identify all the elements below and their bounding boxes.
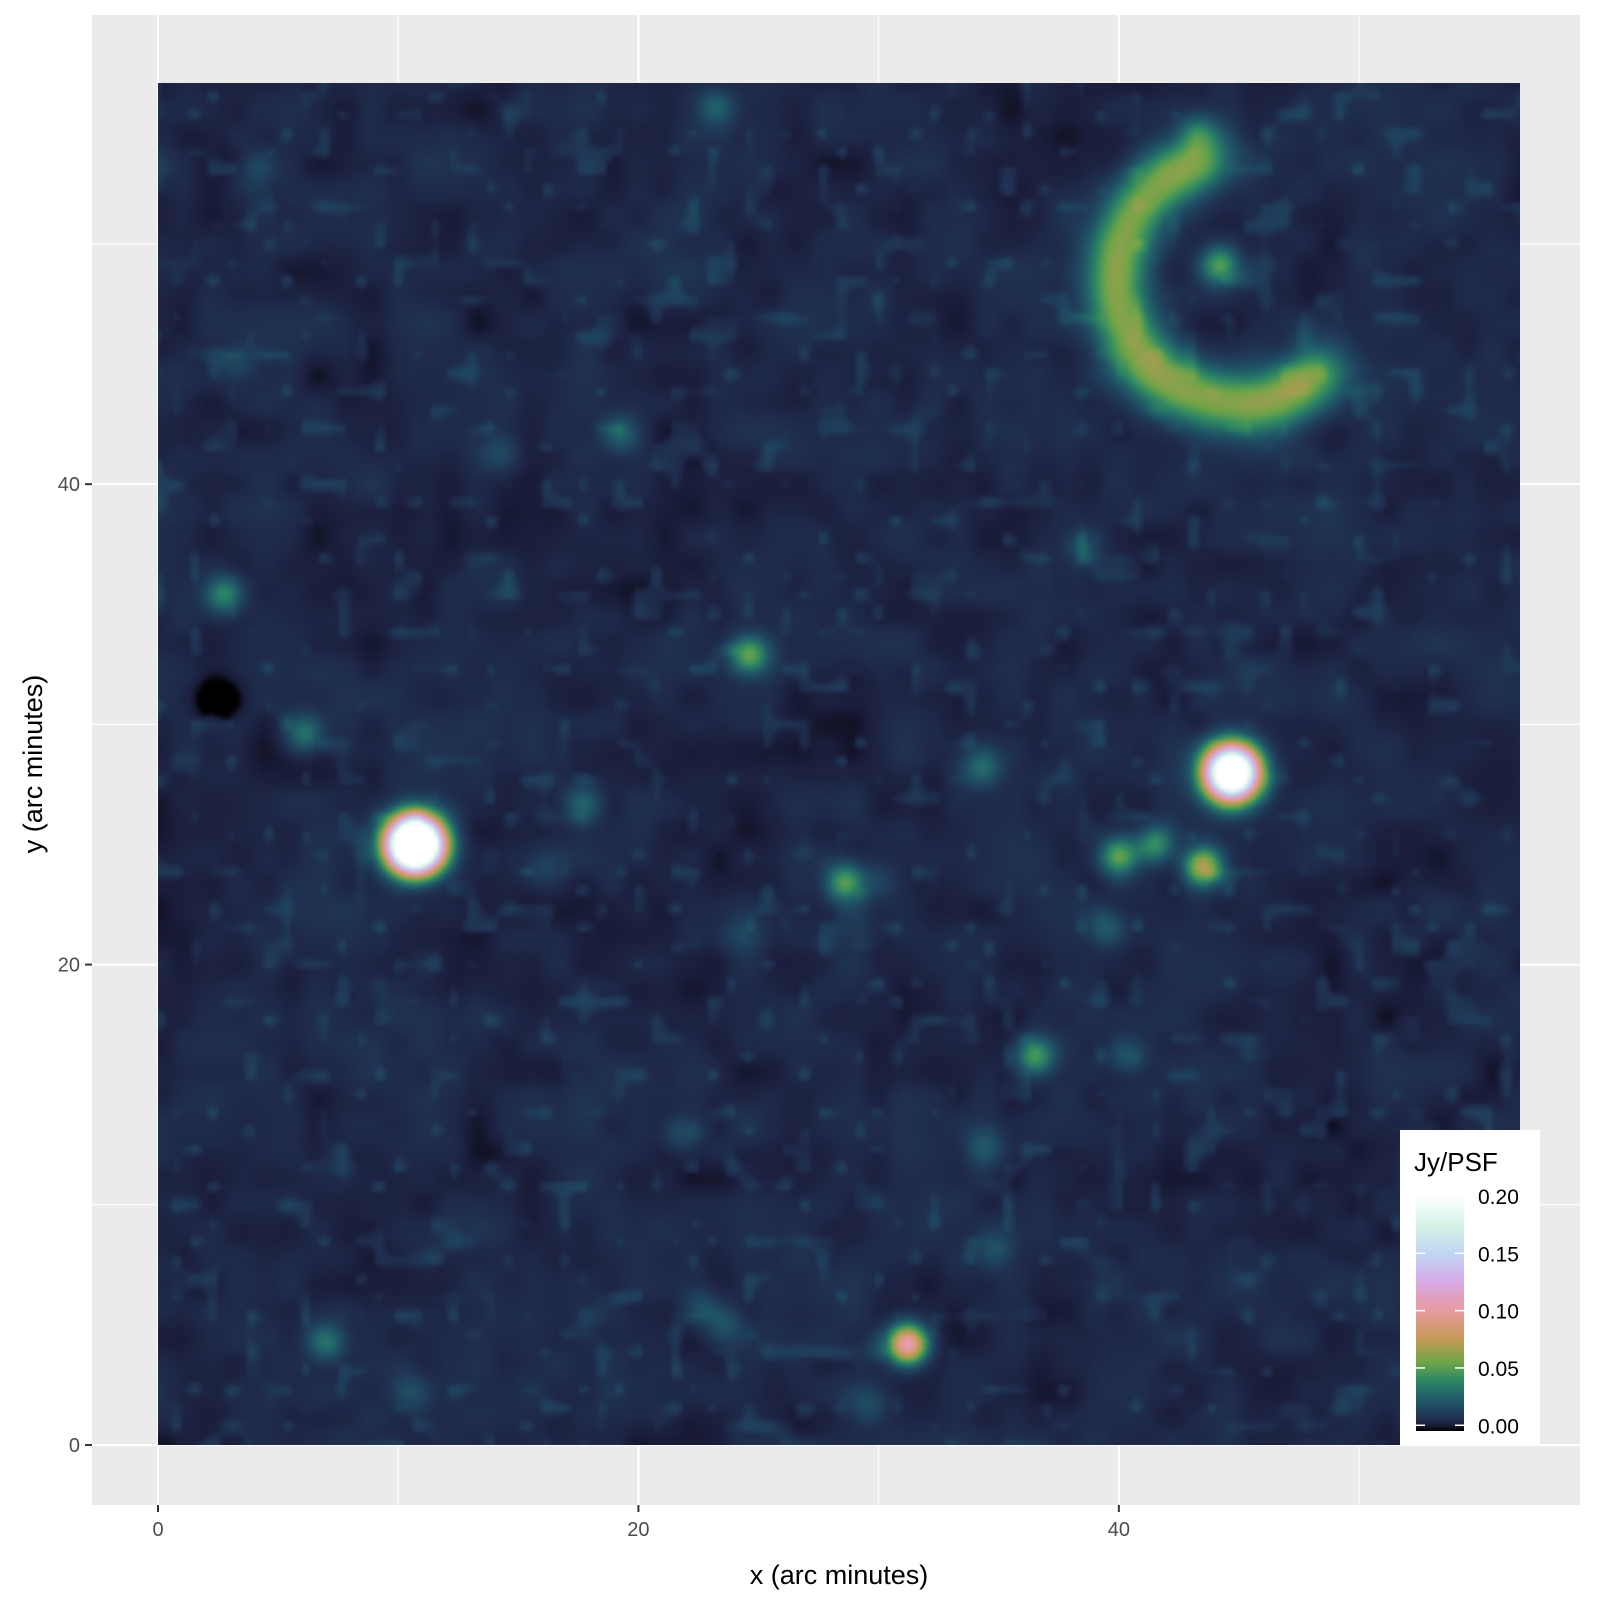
colorbar-tick-label: 0.05: [1478, 1358, 1519, 1381]
legend-title: Jy/PSF: [1414, 1147, 1498, 1177]
colorbar-legend: Jy/PSF 0.00 0.05 0.10 0.15 0.20: [1400, 1130, 1540, 1446]
y-axis-title: y (arc minutes): [18, 675, 48, 854]
x-axis: 0 20 40: [152, 1505, 1130, 1541]
y-tick-label: 0: [69, 1435, 80, 1457]
y-axis: 0 20 40: [58, 474, 92, 1457]
colorbar-tick-label: 0.15: [1478, 1243, 1519, 1266]
y-tick-label: 20: [58, 955, 80, 977]
intensity-heatmap: [158, 83, 1520, 1445]
x-tick-label: 40: [1108, 1519, 1130, 1541]
x-axis-title: x (arc minutes): [750, 1560, 929, 1590]
y-tick-label: 40: [58, 474, 80, 496]
colorbar-tick-label: 0.20: [1478, 1186, 1519, 1209]
x-tick-label: 20: [627, 1519, 649, 1541]
colorbar-ticks: 0.00 0.05 0.10 0.15 0.20: [1416, 1186, 1519, 1438]
colorbar-tick-label: 0.10: [1478, 1301, 1519, 1324]
x-tick-label: 0: [152, 1519, 163, 1541]
colorbar-tick-label: 0.00: [1478, 1415, 1519, 1438]
colorbar: [1416, 1196, 1464, 1431]
